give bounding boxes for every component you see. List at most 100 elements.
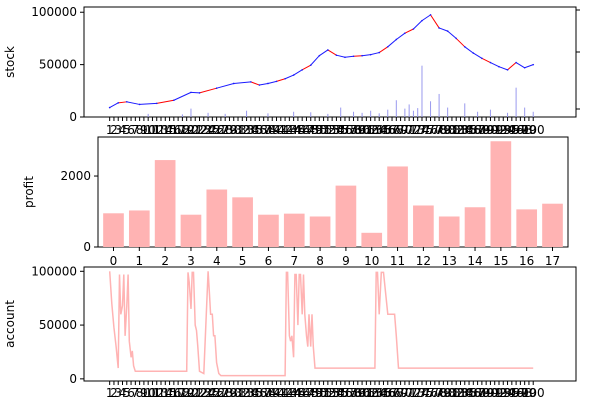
x-tick-label: 63	[367, 386, 382, 400]
x-tick-label: 38	[260, 123, 275, 137]
x-tick-label: 1	[135, 254, 143, 268]
x-tick-label: 18	[175, 386, 190, 400]
x-tick-label: 3	[187, 254, 195, 268]
price-point	[117, 102, 120, 104]
profit-bar	[128, 210, 150, 247]
x-tick-label: 17	[170, 123, 185, 137]
x-tick-label: 45	[290, 386, 305, 400]
x-tick-label: 90	[483, 123, 498, 137]
x-tick-label: 52	[320, 123, 335, 137]
price-point	[361, 54, 363, 57]
stock-y-ticks: 0 50000 100000	[31, 5, 84, 124]
x-tick-label: 44	[286, 386, 301, 400]
x-tick-label: 95	[504, 123, 519, 137]
price-segment	[344, 55, 354, 58]
x-tick-label: 83	[453, 386, 468, 400]
price-segment	[430, 14, 440, 29]
x-tick-label: 32	[235, 386, 250, 400]
x-tick-label: 12	[149, 123, 164, 137]
price-point	[173, 99, 175, 102]
price-segment	[118, 101, 127, 104]
x-tick-label: 62	[363, 386, 378, 400]
x-tick-label: 72	[406, 123, 421, 137]
x-tick-label: 52	[320, 386, 335, 400]
x-tick-label: 94	[500, 123, 515, 137]
x-tick-label: 57	[342, 386, 357, 400]
x-tick-label: 16	[166, 123, 181, 137]
stock-plot-area	[83, 6, 577, 118]
x-tick-label: 56	[337, 123, 352, 137]
price-segment	[404, 28, 414, 34]
profit-bar	[413, 205, 434, 247]
x-tick-label: 99	[521, 386, 536, 400]
x-tick-label: 12	[149, 386, 164, 400]
x-tick-label: 51	[316, 386, 331, 400]
x-tick-label: 24	[200, 123, 215, 137]
price-segment	[327, 49, 337, 56]
price-segment	[156, 99, 174, 104]
x-tick-label: 61	[359, 123, 374, 137]
x-tick-label: 81	[444, 123, 459, 137]
x-tick-label: 92	[491, 386, 506, 400]
account-x-ticks: 1234567891011121314151617181920212223242…	[106, 381, 545, 400]
account-y-ticks: 0 50000 100000	[31, 264, 84, 386]
x-tick-label: 36	[252, 386, 267, 400]
x-tick-label: 20	[183, 386, 198, 400]
profit-bar	[490, 141, 512, 247]
x-tick-label: 6	[127, 386, 135, 400]
y-tick-label: 100000	[31, 264, 77, 278]
x-tick-label: 74	[414, 123, 429, 137]
x-tick-label: 10	[141, 386, 156, 400]
x-tick-label: 87	[470, 386, 485, 400]
x-tick-label: 88	[474, 123, 489, 137]
price-point	[386, 46, 389, 48]
price-point	[190, 91, 192, 94]
price-segment	[413, 20, 423, 30]
account-y-label: account	[3, 300, 17, 348]
price-point	[335, 54, 338, 56]
x-tick-label: 49	[307, 123, 322, 137]
y-tick-label: 0	[69, 110, 77, 124]
profit-bar	[438, 216, 460, 247]
stock-price-lines	[108, 14, 535, 109]
x-tick-label: 99	[521, 123, 536, 137]
price-point	[301, 69, 303, 71]
price-segment	[438, 27, 448, 32]
x-tick-label: 39	[265, 123, 280, 137]
x-tick-label: 85	[461, 386, 476, 400]
price-segment	[190, 91, 200, 94]
x-tick-label: 9	[140, 386, 148, 400]
price-segment	[173, 91, 192, 101]
x-tick-label: 71	[402, 123, 417, 137]
x-tick-label: 3	[114, 386, 122, 400]
x-tick-label: 15	[493, 254, 508, 268]
x-tick-label: 13	[442, 254, 457, 268]
price-segment	[293, 69, 303, 76]
x-tick-label: 26	[209, 123, 224, 137]
y-tick-label: 0	[83, 240, 91, 254]
x-tick-label: 90	[483, 386, 498, 400]
x-tick-label: 73	[410, 386, 425, 400]
x-tick-label: 78	[431, 386, 446, 400]
x-tick-label: 5	[123, 123, 131, 137]
x-tick-label: 68	[389, 123, 404, 137]
x-tick-label: 74	[414, 386, 429, 400]
price-segment	[259, 82, 269, 86]
price-segment	[387, 39, 397, 48]
profit-bar	[361, 232, 383, 247]
x-tick-label: 9	[342, 254, 350, 268]
x-tick-label: 32	[235, 123, 250, 137]
x-tick-label: 56	[337, 386, 352, 400]
price-segment	[319, 49, 329, 57]
x-tick-label: 1	[106, 386, 114, 400]
y-tick-label: 50000	[39, 318, 77, 332]
price-segment	[276, 78, 286, 82]
x-tick-label: 13	[153, 123, 168, 137]
x-tick-label: 80	[440, 386, 455, 400]
x-tick-label: 53	[324, 386, 339, 400]
x-tick-label: 94	[500, 386, 515, 400]
x-tick-label: 87	[470, 123, 485, 137]
x-tick-label: 100	[522, 386, 545, 400]
stock-volume-bars	[147, 65, 534, 117]
x-tick-label: 60	[354, 123, 369, 137]
